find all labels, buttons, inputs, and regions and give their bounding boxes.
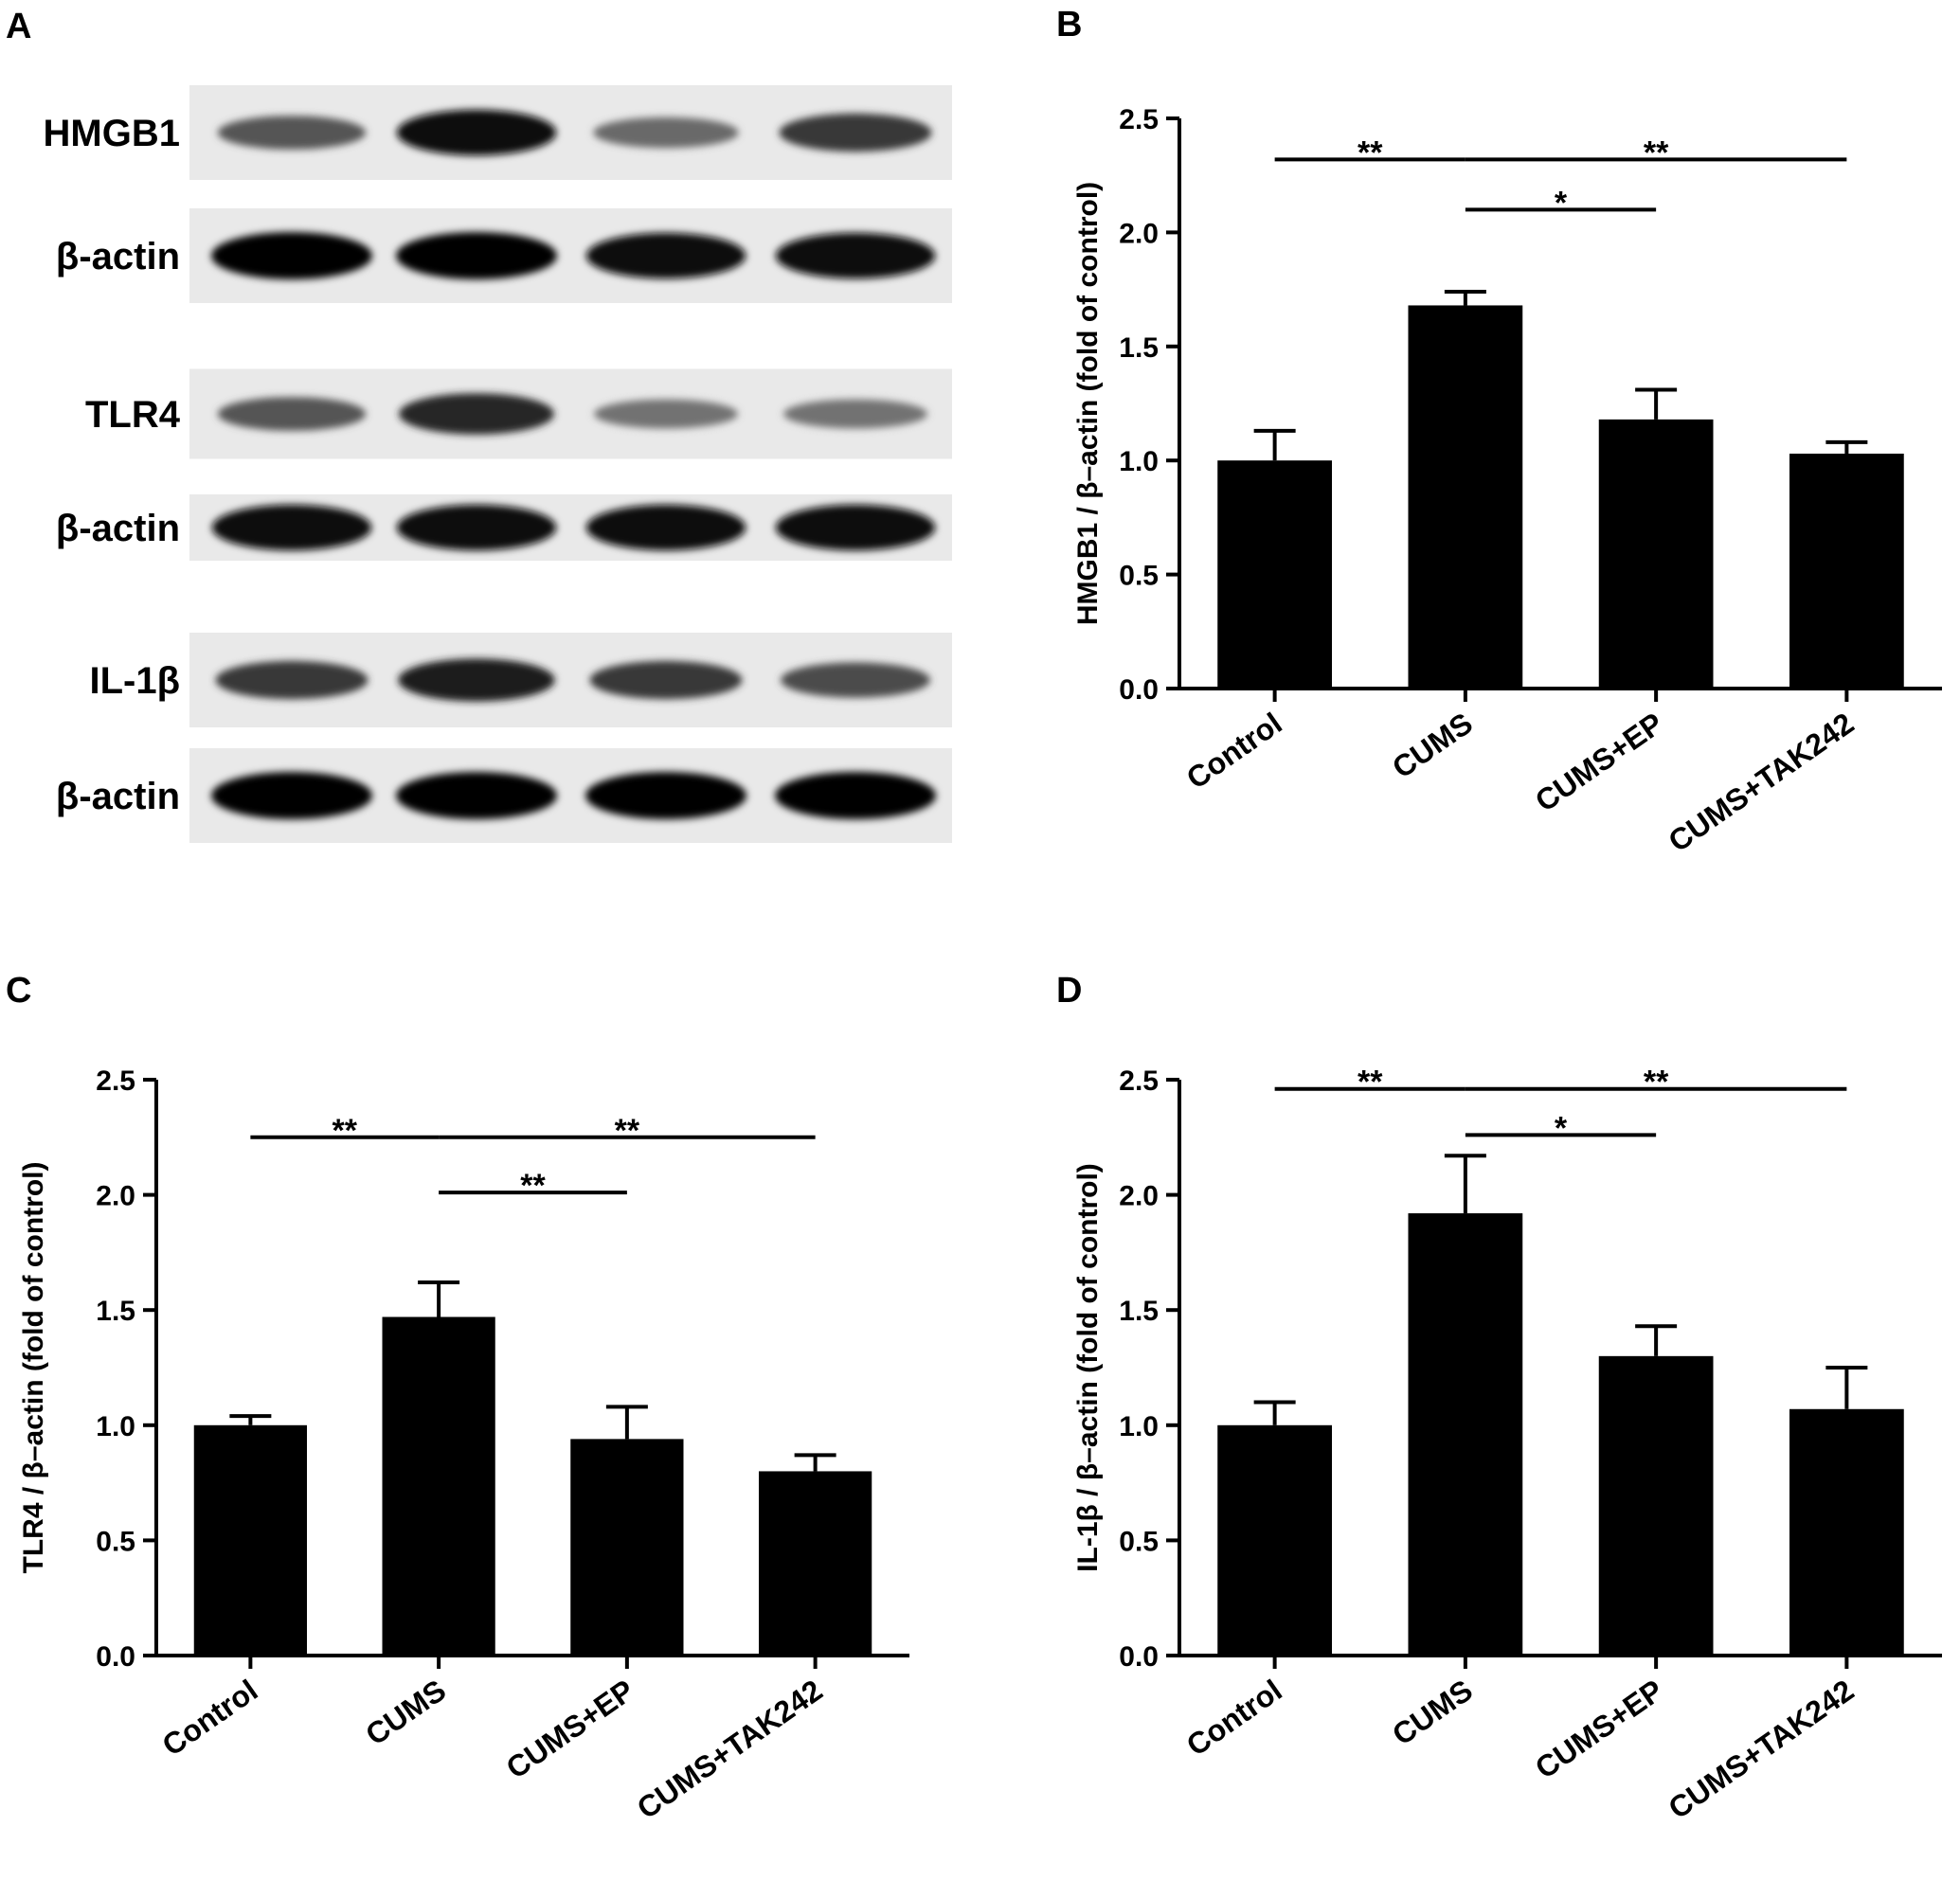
category-label: CUMS+EP bbox=[1529, 1673, 1669, 1785]
blot-band bbox=[594, 399, 738, 429]
blot-row-label: IL-1β bbox=[89, 660, 180, 702]
bar bbox=[1217, 1424, 1332, 1656]
blot-band bbox=[396, 504, 557, 551]
category-label: CUMS+TAK242 bbox=[631, 1673, 829, 1825]
y-tick-label: 2.0 bbox=[1119, 1181, 1159, 1212]
blot-band bbox=[396, 109, 557, 156]
category-label: CUMS+TAK242 bbox=[1663, 1673, 1861, 1825]
category-label: Control bbox=[156, 1673, 264, 1763]
y-tick-label: 1.0 bbox=[1119, 446, 1159, 477]
chart-panel-c: 0.0 0.5 1.0 1.5 2.0 2.5 TLR4 / β–actin (fold o… bbox=[18, 1065, 909, 1825]
y-tick-label: 2.0 bbox=[1119, 218, 1159, 249]
blot-band bbox=[217, 397, 367, 431]
chart-panel-b: 0.0 0.5 1.0 1.5 2.0 2.5 HMGB1 / β–actin (fold … bbox=[1072, 104, 1942, 858]
blot-band bbox=[779, 113, 932, 152]
y-axis-title: HMGB1 / β–actin (fold of control) bbox=[1072, 182, 1104, 625]
significance-label: ** bbox=[1644, 1065, 1669, 1101]
y-tick-label: 2.0 bbox=[96, 1181, 135, 1212]
significance-label: ** bbox=[1644, 134, 1669, 170]
significance-label: ** bbox=[1358, 134, 1383, 170]
significance-label: ** bbox=[1358, 1065, 1383, 1101]
significance-label: * bbox=[1555, 1110, 1568, 1146]
blot-row-label: HMGB1 bbox=[44, 113, 180, 154]
blot-band bbox=[775, 772, 936, 819]
blot-band bbox=[399, 393, 554, 435]
category-label: CUMS+EP bbox=[1529, 706, 1669, 818]
blot-band bbox=[783, 399, 927, 429]
blot-band bbox=[589, 660, 743, 700]
significance-label: * bbox=[1555, 185, 1568, 221]
blot-band bbox=[585, 232, 746, 279]
y-tick-label: 2.5 bbox=[1119, 1065, 1159, 1097]
bar bbox=[1217, 460, 1332, 689]
bar bbox=[1598, 419, 1714, 689]
category-label: CUMS bbox=[1386, 1673, 1479, 1752]
significance-label: ** bbox=[520, 1168, 546, 1204]
significance-label: ** bbox=[333, 1113, 358, 1149]
blot-band bbox=[211, 232, 372, 279]
category-label: Control bbox=[1180, 1673, 1288, 1763]
blot-row-label: β-actin bbox=[56, 236, 180, 278]
blot-band bbox=[398, 658, 555, 702]
bar bbox=[570, 1439, 684, 1656]
bar bbox=[1598, 1355, 1714, 1656]
blot-band bbox=[211, 772, 372, 819]
category-label: CUMS+TAK242 bbox=[1663, 706, 1861, 858]
blot-band bbox=[775, 232, 936, 279]
panel-letter-d: D bbox=[1056, 971, 1082, 1011]
panel-letter-a: A bbox=[6, 7, 31, 46]
blot-band bbox=[585, 504, 746, 551]
y-tick-label: 2.5 bbox=[96, 1065, 135, 1097]
bar bbox=[382, 1316, 495, 1656]
y-tick-label: 1.5 bbox=[1119, 332, 1159, 364]
y-tick-label: 0.0 bbox=[1119, 674, 1159, 706]
blot-band bbox=[593, 116, 739, 149]
bar bbox=[1408, 1213, 1523, 1656]
y-tick-label: 1.5 bbox=[1119, 1296, 1159, 1327]
y-axis-title: TLR4 / β–actin (fold of control) bbox=[18, 1162, 49, 1574]
blot-band bbox=[585, 772, 746, 819]
blot-band bbox=[396, 232, 557, 279]
y-tick-label: 1.5 bbox=[96, 1296, 135, 1327]
y-tick-label: 1.0 bbox=[96, 1411, 135, 1442]
blot-band bbox=[215, 660, 369, 700]
blot-band bbox=[217, 116, 367, 150]
y-tick-label: 1.0 bbox=[1119, 1411, 1159, 1442]
blot-band bbox=[775, 504, 936, 551]
blot-row-label: β-actin bbox=[56, 508, 180, 549]
y-tick-label: 0.5 bbox=[1119, 1526, 1159, 1557]
y-tick-label: 0.5 bbox=[1119, 561, 1159, 592]
western-blot-panel: HMGB1 β-actin TLR4 β-actin IL-1β β-actin bbox=[44, 85, 952, 843]
blot-band bbox=[211, 504, 372, 551]
bar bbox=[1408, 305, 1523, 689]
category-label: Control bbox=[1180, 706, 1288, 796]
bar bbox=[1789, 1408, 1904, 1656]
blot-row-label: β-actin bbox=[56, 776, 180, 817]
y-tick-label: 2.5 bbox=[1119, 104, 1159, 135]
panel-letter-c: C bbox=[6, 971, 31, 1011]
category-label: CUMS+EP bbox=[500, 1673, 640, 1785]
panel-letter-b: B bbox=[1056, 5, 1082, 45]
bar bbox=[193, 1424, 307, 1656]
blot-row-label: TLR4 bbox=[85, 394, 181, 436]
chart-panel-d: 0.0 0.5 1.0 1.5 2.0 2.5 IL-1β / β–actin (fold … bbox=[1072, 1065, 1942, 1825]
y-axis-title: IL-1β / β–actin (fold of control) bbox=[1072, 1163, 1104, 1572]
y-tick-label: 0.5 bbox=[96, 1526, 135, 1557]
bar bbox=[1789, 453, 1904, 689]
y-tick-label: 0.0 bbox=[96, 1641, 135, 1673]
blot-band bbox=[396, 772, 557, 819]
bar bbox=[759, 1471, 872, 1656]
category-label: CUMS bbox=[1386, 706, 1479, 785]
significance-label: ** bbox=[615, 1113, 640, 1149]
y-tick-label: 0.0 bbox=[1119, 1641, 1159, 1673]
blot-band bbox=[781, 662, 930, 698]
category-label: CUMS bbox=[359, 1673, 452, 1752]
